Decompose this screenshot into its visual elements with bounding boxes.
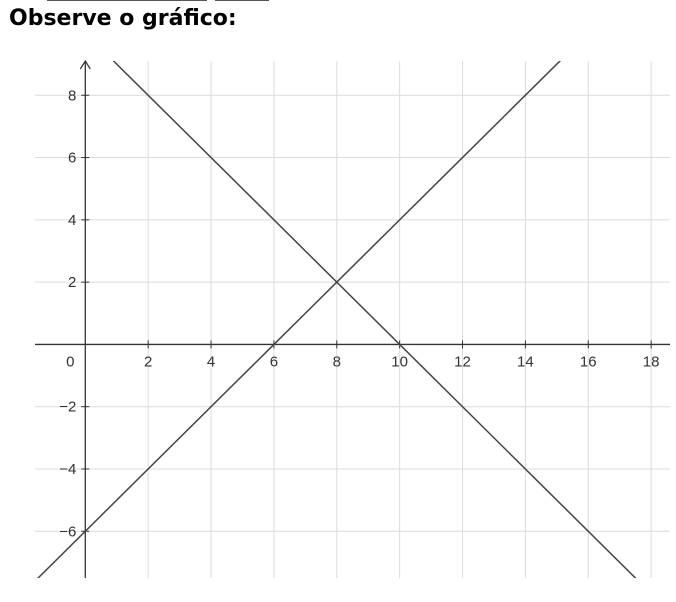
x-tick-label: 16	[580, 353, 597, 370]
y-tick-label: 6	[68, 150, 76, 167]
y-axis-arrow	[79, 59, 91, 70]
y-tick-label: 8	[68, 87, 76, 104]
x-tick-label: 18	[643, 353, 660, 370]
series-lines	[37, 61, 637, 578]
x-tick-label: 6	[270, 353, 278, 370]
y-tick-label: −2	[59, 399, 76, 416]
x-tick-label: 8	[333, 353, 341, 370]
top-rule-right	[215, 0, 269, 1]
page-heading: Observe o gráfico:	[9, 6, 237, 31]
x-tick-label: 12	[454, 353, 471, 370]
y-tick-label: 4	[68, 212, 76, 229]
grid-lines	[35, 61, 670, 578]
axes	[35, 59, 670, 578]
x-tick-label: 2	[144, 353, 152, 370]
x-tick-label: 4	[207, 353, 215, 370]
y-tick-label: −4	[59, 461, 76, 478]
y-tick-label: 2	[68, 274, 76, 291]
tick-labels: 0 2 4 6 8 10 12 14 16 18 −6 −4 −2 2 4 6 8	[59, 87, 659, 540]
series-line-1	[37, 61, 562, 578]
top-rule-left	[47, 0, 207, 1]
y-tick-label: −6	[59, 523, 76, 540]
x-tick-label: 10	[391, 353, 408, 370]
x-tick-label: 0	[66, 353, 74, 370]
x-tick-label: 14	[517, 353, 534, 370]
series-line-2	[112, 61, 637, 578]
